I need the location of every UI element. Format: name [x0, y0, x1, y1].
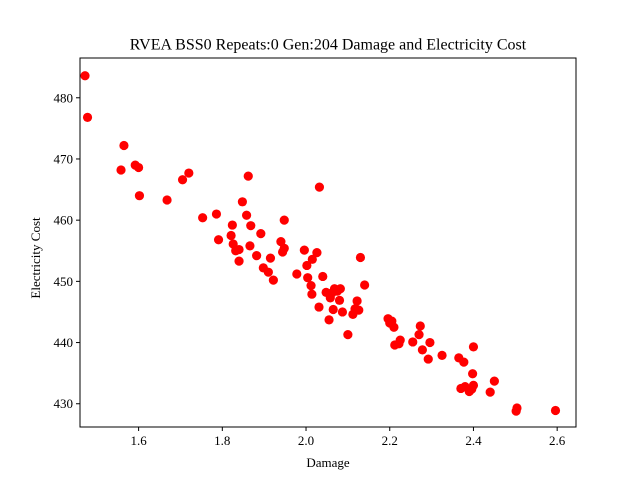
- data-point-89: [550, 405, 561, 416]
- data-point-61: [360, 280, 370, 290]
- data-point-58: [352, 296, 362, 306]
- y-axis-label: Electricity Cost: [28, 217, 43, 299]
- data-point-8: [177, 175, 188, 185]
- data-point-6: [134, 191, 145, 201]
- data-point-43: [314, 182, 325, 192]
- data-point-14: [227, 220, 237, 230]
- data-point-88: [512, 403, 522, 413]
- data-point-40: [307, 254, 317, 264]
- x-tick-label: 1.6: [130, 433, 147, 448]
- y-tick-label: 430: [54, 396, 74, 411]
- data-point-70: [414, 330, 424, 340]
- data-point-59: [354, 305, 364, 315]
- y-tick-label: 460: [54, 213, 74, 228]
- data-point-49: [328, 304, 338, 315]
- plot-area: [80, 71, 561, 416]
- data-point-69: [408, 337, 418, 347]
- data-point-12: [213, 235, 224, 245]
- data-point-72: [417, 345, 427, 355]
- data-point-36: [302, 260, 312, 271]
- data-point-25: [256, 229, 266, 239]
- data-point-5: [134, 162, 144, 173]
- data-point-20: [241, 210, 252, 220]
- x-tick-label: 2.2: [382, 433, 398, 448]
- data-point-23: [246, 221, 256, 231]
- data-point-7: [162, 195, 172, 205]
- data-point-21: [243, 171, 253, 181]
- data-point-83: [468, 380, 479, 390]
- y-tick-label: 470: [54, 151, 74, 166]
- data-point-55: [343, 330, 353, 340]
- data-point-19: [237, 197, 247, 207]
- data-point-29: [268, 275, 278, 285]
- data-point-68: [395, 335, 405, 345]
- data-point-44: [318, 271, 328, 282]
- x-axis: 1.6 1.8 2.0 2.2 2.4 2.6: [130, 427, 566, 448]
- x-tick-label: 2.6: [549, 433, 566, 448]
- data-point-35: [299, 245, 309, 255]
- y-tick-label: 480: [54, 90, 74, 105]
- data-point-74: [425, 337, 435, 348]
- data-point-54: [337, 307, 348, 317]
- data-point-38: [306, 281, 316, 291]
- y-axis: 430 440 450 460 470 480: [54, 90, 80, 411]
- data-point-24: [252, 251, 262, 261]
- data-point-71: [415, 321, 425, 331]
- data-point-82: [468, 369, 478, 379]
- data-point-13: [226, 230, 236, 241]
- x-axis-label: Damage: [306, 455, 350, 470]
- data-point-9: [184, 168, 194, 178]
- data-point-41: [312, 248, 322, 258]
- data-point-22: [245, 241, 255, 251]
- data-point-34: [292, 269, 302, 279]
- data-point-39: [307, 289, 317, 299]
- data-point-84: [468, 342, 479, 352]
- y-tick-label: 450: [54, 274, 74, 289]
- data-point-33: [279, 215, 289, 225]
- data-point-52: [334, 295, 345, 305]
- chart-title: RVEA BSS0 Repeats:0 Gen:204 Damage and E…: [130, 37, 527, 54]
- data-point-75: [437, 350, 447, 360]
- axes-frame: [79, 57, 577, 428]
- data-point-1: [82, 112, 93, 122]
- x-tick-label: 2.4: [465, 433, 482, 448]
- data-point-78: [459, 357, 469, 367]
- data-point-3: [119, 140, 129, 151]
- data-point-11: [211, 209, 222, 219]
- data-point-46: [324, 315, 334, 325]
- data-point-32: [279, 243, 289, 253]
- data-point-86: [489, 376, 499, 386]
- data-point-10: [198, 213, 208, 223]
- data-point-60: [355, 252, 366, 263]
- data-point-65: [389, 322, 399, 332]
- data-point-27: [263, 267, 273, 277]
- x-tick-label: 1.8: [214, 433, 230, 448]
- data-point-17: [234, 256, 244, 266]
- data-point-85: [485, 387, 495, 397]
- data-point-42: [314, 302, 324, 312]
- y-tick-label: 440: [54, 335, 74, 350]
- data-point-73: [423, 354, 433, 364]
- data-point-18: [234, 244, 244, 255]
- data-point-37: [303, 273, 313, 283]
- x-tick-label: 2.0: [298, 433, 314, 448]
- data-point-28: [265, 253, 276, 263]
- data-point-2: [116, 165, 126, 175]
- data-point-53: [335, 284, 345, 294]
- data-point-0: [80, 71, 90, 81]
